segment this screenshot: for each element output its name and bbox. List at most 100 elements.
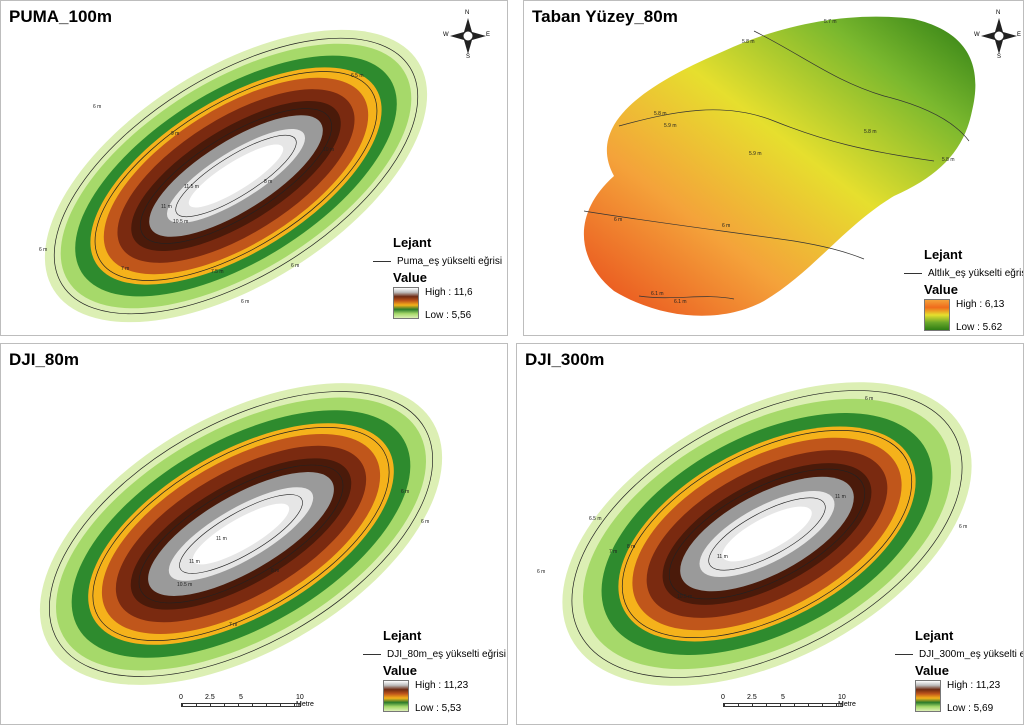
contour-label: 11 m [216, 536, 227, 542]
puma-dem-surface [44, 29, 428, 323]
color-ramp [393, 287, 419, 319]
contour-label: 6 m [39, 247, 48, 253]
map-title: DJI_300m [525, 350, 605, 369]
contour-label: 11 m [161, 204, 172, 210]
contour-label: 5.9 m [749, 151, 762, 157]
contour-label: 5.8 m [864, 129, 877, 135]
compass-s: S [997, 54, 1002, 60]
legend-low: Low : 5,56 [425, 310, 472, 321]
contour-label: 6.1 m [651, 291, 664, 297]
contour-label: 11 m [189, 559, 200, 565]
contour-label: 5.8 m [742, 39, 755, 45]
compass-n: N [465, 10, 470, 16]
legend-line-label: DJI_300m_eş yükselti eğrisi [919, 649, 1023, 660]
legend-title: Lejant [393, 235, 432, 250]
legend-low: Low : 5.62 [956, 322, 1003, 333]
contour-label: 6.1 m [674, 299, 687, 305]
legend: Lejant DJI_300m_eş yükselti eğrisi Value… [895, 628, 1023, 714]
compass-w: W [443, 32, 449, 38]
north-arrow: N S E W [974, 10, 1022, 60]
legend-high: High : 11,6 [425, 287, 473, 298]
scale-bar-graphic [723, 703, 843, 707]
legend-value-label: Value [924, 282, 958, 297]
contour-label: 6 m [959, 524, 968, 530]
contour-label: 7 m [121, 266, 130, 272]
contour-label: 6 m [865, 396, 874, 402]
dji300-elevation-map [562, 382, 972, 686]
scale-tick: 2.5 [205, 694, 215, 701]
dji80-dem-surface [39, 383, 443, 685]
contour-label: 6.5 m [589, 516, 602, 522]
map-panel-dji300: DJI_300m 11 m 6 m 6.5 m 7 m 8 m 10.5 m 1… [516, 343, 1024, 725]
contour-label: 11.5 m [184, 184, 199, 190]
contour-label: 6 m [291, 263, 300, 269]
scale-tick: 0 [721, 694, 725, 701]
scale-tick: 2.5 [747, 694, 757, 701]
contour-label: 5.9 m [664, 123, 677, 129]
contour-line-swatch [363, 654, 381, 655]
legend-value-label: Value [383, 663, 417, 678]
north-arrow: N S E W [443, 10, 491, 60]
contour-label: 6 m [722, 223, 731, 229]
compass-e: E [1017, 32, 1022, 38]
base-surface [583, 16, 976, 316]
contour-label: 6.5 m [351, 73, 364, 79]
contour-label: 11 m [835, 494, 846, 500]
contour-label: 6 m [537, 569, 546, 575]
scale-tick: 5 [781, 694, 785, 701]
scale-bar-graphic [181, 703, 301, 707]
compass-w: W [974, 32, 980, 38]
legend: Lejant Altlık_eş yükselti eğrisi Value H… [904, 247, 1024, 333]
map-panel-taban: Taban Yüzey_80m 5.8 m 5.7 m 5.8 m 5.9 m … [523, 0, 1024, 336]
contour-label: 6 m [401, 489, 410, 495]
legend-low: Low : 5,53 [415, 703, 462, 714]
contour-line-swatch [895, 654, 913, 655]
contour-label: 7 m [609, 549, 618, 555]
legend-high: High : 6,13 [956, 299, 1005, 310]
contour-label: 7.5 m [211, 269, 224, 275]
legend-line-label: Altlık_eş yükselti eğrisi [928, 268, 1024, 279]
taban-surface-map [583, 16, 976, 316]
color-ramp [924, 299, 950, 331]
color-ramp [915, 680, 941, 712]
contour-label: 10.5 m [173, 219, 189, 225]
legend-title: Lejant [383, 628, 422, 643]
legend-line-label: Puma_eş yükselti eğrisi [397, 256, 503, 267]
contour-label: 7 m [229, 622, 238, 628]
map-panel-dji80: DJI_80m 11 m 11 m 10.5 m 6 m 6 m 7 m 8 m… [0, 343, 508, 725]
contour-label: 8 m [271, 568, 280, 574]
map-panel-puma: PUMA_100m 6 m 6 m 6.5 m 7 m 7.5 m 8 m 9 … [0, 0, 508, 336]
contour-label: 10.5 m [177, 582, 193, 588]
contour-label: 5.7 m [824, 19, 837, 25]
legend-value-label: Value [393, 270, 427, 285]
contour-label: 8 m [264, 179, 273, 185]
map-title: DJI_80m [9, 350, 79, 369]
contour-label: 8 m [627, 544, 636, 550]
compass-icon [450, 18, 486, 54]
contour-line-swatch [373, 261, 391, 262]
dji80-elevation-map [39, 383, 443, 685]
legend-line-label: DJI_80m_eş yükselti eğrisi [387, 649, 506, 660]
legend-title: Lejant [924, 247, 963, 262]
scale-bar: 0 2.5 5 10 Metre [721, 694, 861, 716]
contour-label: 11 m [717, 554, 728, 560]
puma-elevation-map [44, 29, 428, 323]
map-title: Taban Yüzey_80m [532, 7, 678, 26]
color-ramp [383, 680, 409, 712]
map-title: PUMA_100m [9, 7, 112, 26]
compass-s: S [466, 54, 471, 60]
legend-title: Lejant [915, 628, 954, 643]
contour-label: 9 m [171, 131, 180, 137]
legend-high: High : 11,23 [415, 680, 469, 691]
contour-line-swatch [904, 273, 922, 274]
contour-label: 6 m [614, 217, 623, 223]
legend-value-label: Value [915, 663, 949, 678]
contour-label: 6 m [241, 299, 250, 305]
contour-label: 10.5 m [677, 594, 693, 600]
scale-tick: 0 [179, 694, 183, 701]
contour-label: 6 m [93, 104, 102, 110]
scale-bar: 0 2.5 5 10 Metre [179, 694, 319, 716]
legend: Lejant DJI_80m_eş yükselti eğrisi Value … [363, 628, 506, 714]
compass-n: N [996, 10, 1001, 16]
dji300-dem-surface [562, 382, 972, 686]
